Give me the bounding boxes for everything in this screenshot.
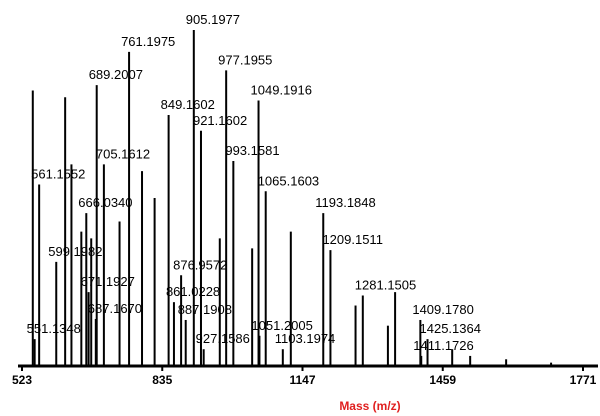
peak-label: 849.1602	[161, 97, 215, 112]
x-tick-label: 523	[12, 373, 32, 387]
peak-label: 761.1975	[121, 34, 175, 49]
peak-label: 921.1602	[193, 113, 247, 128]
peak-label: 689.2007	[89, 67, 143, 82]
x-tick-label: 1459	[429, 373, 456, 387]
peak-label: 561.1552	[31, 167, 85, 182]
x-tick-label: 1771	[570, 373, 597, 387]
x-tick-label: 835	[152, 373, 172, 387]
peak-label: 666.0340	[78, 195, 132, 210]
peak-label: 887.1908	[178, 302, 232, 317]
peak-label: 1425.1364	[420, 321, 481, 336]
x-axis-label: Mass (m/z)	[339, 399, 400, 413]
x-tick-label: 1147	[289, 373, 315, 387]
peak-label: 927.1586	[196, 331, 250, 346]
peak-label: 1103.1974	[275, 331, 336, 346]
peak-label: 876.9572	[173, 257, 227, 272]
peak-label: 551.1348	[27, 321, 81, 336]
peak-label: 905.1977	[186, 12, 240, 27]
peak-label: 671.1927	[81, 274, 135, 289]
peak-label: 705.1612	[96, 146, 150, 161]
peak-label: 1209.1511	[322, 232, 383, 247]
peak-label: 993.1581	[225, 143, 279, 158]
peak-label: 1193.1848	[315, 195, 376, 210]
peak-label: 1411.1726	[413, 338, 474, 353]
peak-label: 977.1955	[218, 52, 272, 67]
peak-label: 1049.1916	[251, 83, 312, 98]
peak-label: 861.0228	[166, 284, 220, 299]
peak-label: 687.1670	[88, 301, 142, 316]
peak-label: 599.1982	[48, 244, 102, 259]
peak-label: 1051.2005	[251, 318, 312, 333]
peak-label: 1409.1780	[412, 302, 473, 317]
peak-label: 1065.1603	[258, 173, 319, 188]
peak-label: 1281.1505	[355, 277, 416, 292]
